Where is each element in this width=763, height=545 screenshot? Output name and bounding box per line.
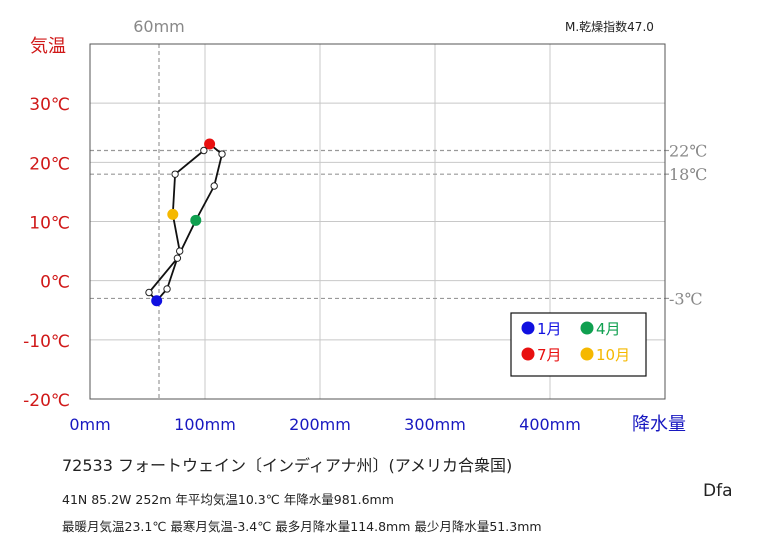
legend-label: 4月 [596,320,621,338]
reference-label-temp: 22℃ [669,142,707,161]
x-tick-label: 300mm [404,415,466,434]
legend-marker [521,321,535,335]
month-point-1 [151,295,163,307]
legend-marker [580,321,594,335]
y-tick-label: 30℃ [29,95,70,115]
y-tick-label: 10℃ [29,214,70,234]
month-point-3 [173,254,182,262]
month-point-9 [171,170,179,178]
month-point-10 [167,208,179,220]
month-point-6 [218,150,226,158]
climate-loop-line [148,143,223,302]
legend-label: 1月 [537,320,562,338]
legend-marker [521,347,535,361]
reference-label-temp: 18℃ [669,165,707,184]
x-tick-label: 0mm [69,415,110,434]
month-point-5 [210,182,218,190]
x-tick-label: 200mm [289,415,351,434]
plot-frame [89,43,666,400]
y-tick-label: -20℃ [23,391,70,411]
x-axis-label: 降水量 [632,414,686,435]
month-point-12 [163,285,171,293]
month-point-8 [200,146,208,155]
y-axis-label: 気温 [30,36,66,57]
month-point-7 [204,138,216,150]
legend-label: 10月 [596,346,630,364]
legend-label: 7月 [537,346,562,364]
reference-label-temp: -3℃ [669,289,702,308]
legend-marker [580,347,594,361]
month-point-2 [145,288,153,297]
month-point-4 [190,214,202,226]
legend-box [510,312,647,377]
x-tick-label: 400mm [519,415,581,434]
y-tick-label: -10℃ [23,332,70,352]
y-tick-label: 0℃ [40,273,70,293]
x-tick-label: 100mm [174,415,236,434]
reference-label-precip: 60mm [133,17,185,36]
y-tick-label: 20℃ [29,154,70,174]
month-point-11 [176,247,184,255]
